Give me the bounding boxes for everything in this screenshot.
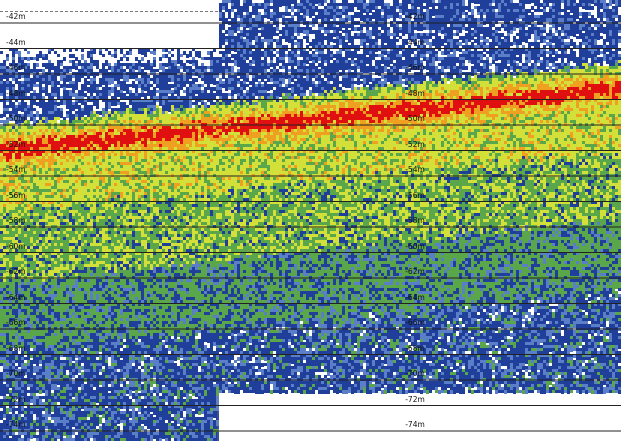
top-dashed-boundary bbox=[0, 11, 218, 12]
